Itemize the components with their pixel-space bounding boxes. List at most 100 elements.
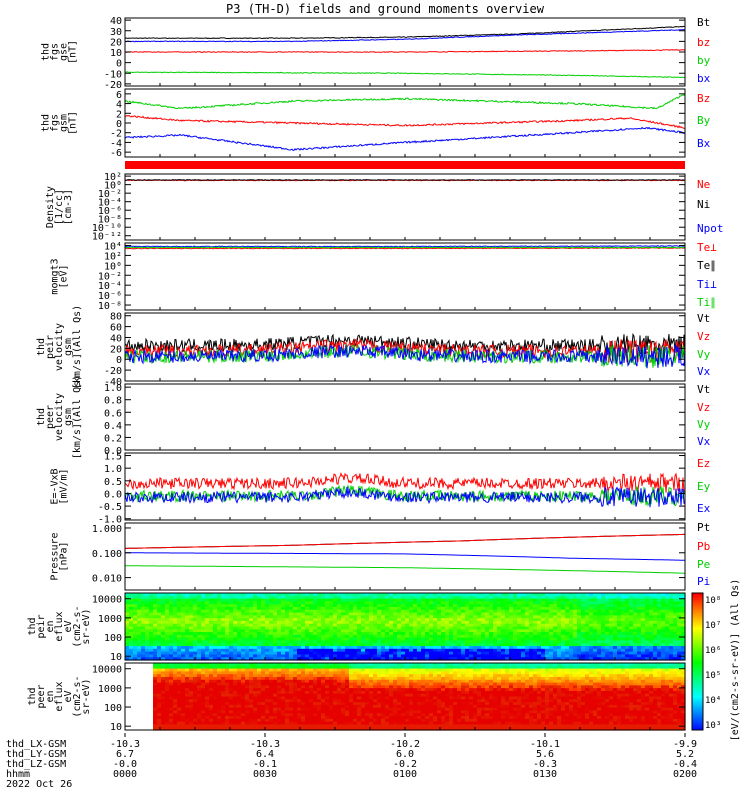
heatmap-cell: [637, 606, 642, 611]
heatmap-cell: [621, 637, 626, 642]
heatmap-cell: [641, 634, 646, 639]
heatmap-cell: [673, 598, 678, 602]
heatmap-cell: [321, 665, 326, 670]
heatmap-cell: [637, 646, 642, 650]
heatmap-cell: [657, 654, 662, 658]
heatmap-cell: [505, 646, 510, 650]
heatmap-cell: [305, 643, 310, 647]
heatmap-cell: [173, 727, 178, 731]
heatmap-cell: [613, 632, 618, 636]
heatmap-cell: [397, 601, 402, 605]
heatmap-cell: [329, 702, 334, 706]
heatmap-cell: [221, 637, 226, 642]
series-fgsgsm-Bx: [124, 126, 686, 151]
heatmap-cell: [305, 685, 310, 689]
heatmap-cell: [617, 601, 622, 605]
heatmap-cell: [129, 593, 134, 597]
heatmap-cell: [633, 654, 638, 658]
heatmap-cell: [645, 651, 650, 656]
heatmap-cell: [597, 601, 602, 605]
heatmap-cell: [297, 609, 302, 614]
heatmap-cell: [177, 648, 182, 653]
heatmap-cell: [677, 612, 682, 616]
heatmap-cell: [229, 710, 234, 714]
heatmap-cell: [457, 623, 462, 628]
heatmap-cell: [345, 618, 350, 622]
heatmap-cell: [133, 615, 138, 619]
heatmap-cell: [169, 718, 174, 723]
heatmap-cell: [165, 688, 170, 692]
heatmap-cell: [589, 654, 594, 658]
heatmap-cell: [333, 643, 338, 647]
heatmap-cell: [261, 674, 266, 678]
heatmap-cell: [233, 640, 238, 644]
heatmap-cell: [585, 651, 590, 656]
heatmap-cell: [569, 648, 574, 653]
heatmap-cell: [561, 634, 566, 639]
heatmap-cell: [237, 676, 242, 681]
heatmap-cell: [325, 618, 330, 622]
heatmap-cell: [601, 634, 606, 639]
heatmap-cell: [289, 665, 294, 670]
heatmap-cell: [217, 710, 222, 714]
heatmap-cell: [289, 609, 294, 614]
heatmap-cell: [385, 640, 390, 644]
heatmap-cell: [185, 595, 190, 600]
heatmap-cell: [633, 593, 638, 597]
heatmap-cell: [525, 618, 530, 622]
heatmap-cell: [529, 651, 534, 656]
heatmap-cell: [329, 685, 334, 689]
heatmap-cell: [677, 598, 682, 602]
heatmap-cell: [661, 651, 666, 656]
y-tick-label: 30: [110, 27, 122, 38]
heatmap-cell: [637, 623, 642, 628]
heatmap-cell: [253, 721, 258, 726]
heatmap-cell: [161, 688, 166, 692]
heatmap-cell: [189, 682, 194, 686]
heatmap-cell: [401, 657, 406, 661]
heatmap-cell: [229, 696, 234, 700]
heatmap-cell: [189, 671, 194, 675]
heatmap-cell: [125, 598, 130, 602]
heatmap-cell: [517, 606, 522, 611]
heatmap-cell: [509, 651, 514, 656]
heatmap-cell: [293, 601, 298, 605]
heatmap-cell: [217, 618, 222, 622]
heatmap-cell: [157, 626, 162, 630]
heatmap-cell: [257, 640, 262, 644]
heatmap-cell: [285, 713, 290, 717]
heatmap-cell: [417, 651, 422, 656]
heatmap-cell: [229, 690, 234, 695]
heatmap-cell: [273, 668, 278, 672]
heatmap-cell: [305, 690, 310, 695]
heatmap-cell: [489, 654, 494, 658]
heatmap-cell: [133, 626, 138, 630]
heatmap-cell: [133, 646, 138, 650]
heatmap-cell: [445, 609, 450, 614]
heatmap-cell: [273, 682, 278, 686]
heatmap-cell: [285, 612, 290, 616]
heatmap-cell: [641, 629, 646, 633]
heatmap-cell: [281, 612, 286, 616]
heatmap-cell: [137, 654, 142, 658]
heatmap-cell: [505, 654, 510, 658]
heatmap-cell: [265, 688, 270, 692]
heatmap-cell: [405, 604, 410, 608]
heatmap-cell: [265, 646, 270, 650]
heatmap-cell: [189, 593, 194, 597]
heatmap-cell: [269, 646, 274, 650]
heatmap-cell: [205, 606, 210, 611]
heatmap-cell: [317, 665, 322, 670]
heatmap-cell: [157, 629, 162, 633]
heatmap-cell: [277, 707, 282, 712]
heatmap-cell: [565, 648, 570, 653]
heatmap-cell: [193, 609, 198, 614]
heatmap-cell: [309, 710, 314, 714]
heatmap-cell: [473, 646, 478, 650]
heatmap-cell: [193, 663, 198, 667]
heatmap-cell: [297, 626, 302, 630]
heatmap-cell: [129, 623, 134, 628]
heatmap-cell: [197, 648, 202, 653]
heatmap-cell: [165, 646, 170, 650]
heatmap-cell: [285, 685, 290, 689]
